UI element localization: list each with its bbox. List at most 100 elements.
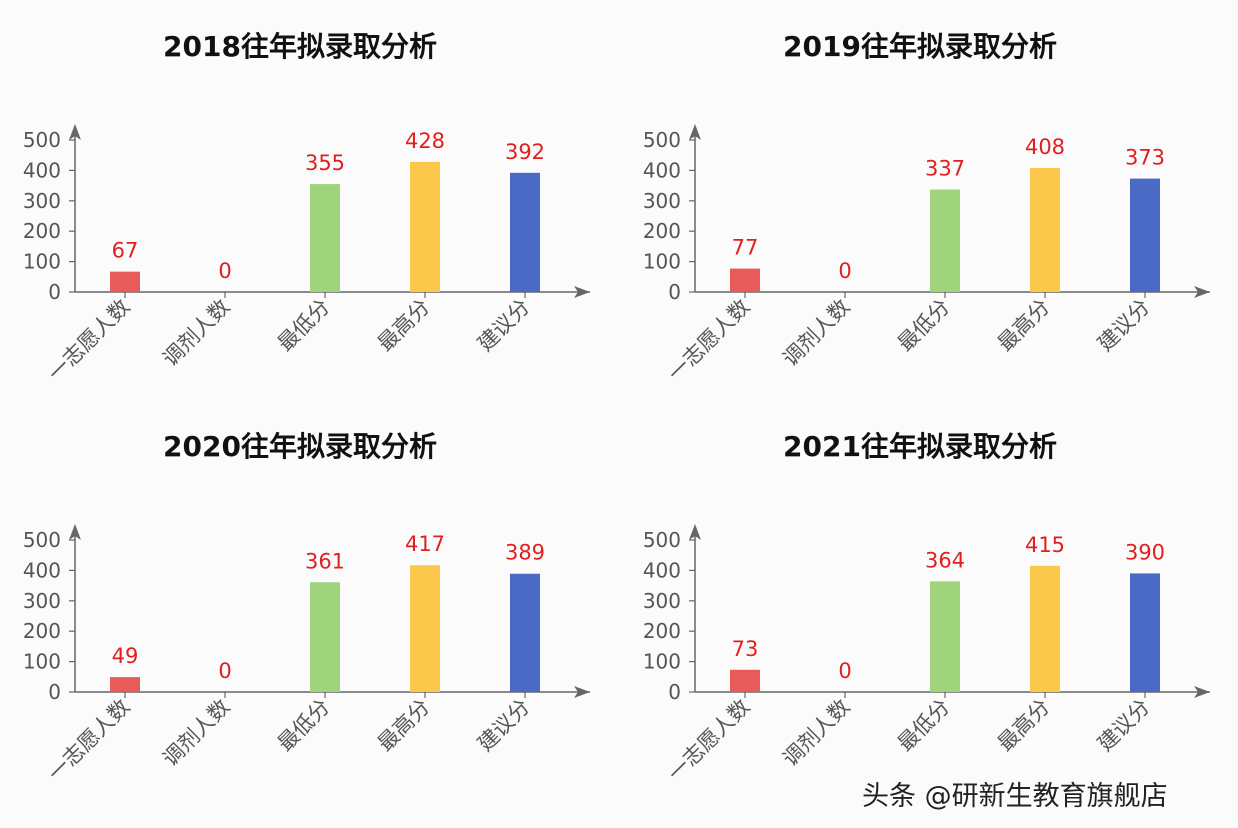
data-label: 0 bbox=[218, 659, 231, 683]
bar bbox=[510, 172, 540, 292]
x-tick-label: 最高分 bbox=[993, 295, 1055, 357]
x-tick-label: 最高分 bbox=[373, 295, 435, 357]
data-label: 49 bbox=[112, 644, 139, 668]
data-label: 67 bbox=[112, 239, 139, 263]
chart-svg: 2018往年拟录取分析010020030040050067一志愿人数0调剂人数3… bbox=[23, 30, 590, 386]
x-tick-label: 一志愿人数 bbox=[663, 695, 754, 786]
y-tick-label: 500 bbox=[643, 528, 681, 552]
bar bbox=[1030, 565, 1060, 692]
data-label: 415 bbox=[1025, 533, 1065, 557]
y-tick-label: 300 bbox=[643, 589, 681, 613]
x-tick-label: 调剂人数 bbox=[778, 295, 854, 371]
y-tick-label: 400 bbox=[23, 558, 61, 582]
y-tick-label: 300 bbox=[23, 589, 61, 613]
data-label: 0 bbox=[838, 259, 851, 283]
bar bbox=[730, 669, 760, 692]
x-tick-label: 建议分 bbox=[1093, 295, 1155, 357]
x-tick-label: 最低分 bbox=[893, 295, 955, 357]
y-axis-arrow bbox=[69, 124, 81, 140]
bar bbox=[1130, 573, 1160, 692]
chart-2019: 2019往年拟录取分析 0 100 200 300 400 500 77 一志愿人数 0 调剂人数 3… bbox=[620, 0, 1238, 410]
bar bbox=[110, 271, 140, 292]
data-label: 361 bbox=[305, 549, 345, 573]
x-tick-label: 最低分 bbox=[273, 295, 335, 357]
y-tick-label: 0 bbox=[48, 280, 61, 304]
data-label: 73 bbox=[732, 637, 759, 661]
bar bbox=[110, 677, 140, 692]
data-label: 77 bbox=[732, 236, 759, 260]
data-label: 0 bbox=[838, 659, 851, 683]
data-label: 392 bbox=[505, 140, 545, 164]
y-tick-label: 0 bbox=[668, 280, 681, 304]
x-tick-label: 一志愿人数 bbox=[663, 295, 754, 386]
x-tick-label: 一志愿人数 bbox=[43, 695, 134, 786]
chart-title: 2019往年拟录取分析 bbox=[783, 30, 1057, 63]
x-tick-label: 建议分 bbox=[473, 695, 535, 757]
bar bbox=[730, 268, 760, 292]
bar bbox=[1130, 178, 1160, 292]
y-tick-label: 400 bbox=[23, 158, 61, 182]
x-tick-label: 一志愿人数 bbox=[43, 295, 134, 386]
bar bbox=[410, 565, 440, 692]
data-label: 389 bbox=[505, 541, 545, 565]
x-axis-arrow bbox=[574, 686, 590, 698]
bar bbox=[930, 189, 960, 292]
data-label: 373 bbox=[1125, 146, 1165, 170]
y-tick-label: 200 bbox=[643, 219, 681, 243]
y-tick-label: 100 bbox=[643, 250, 681, 274]
y-tick-label: 100 bbox=[23, 250, 61, 274]
x-tick-label: 最高分 bbox=[993, 695, 1055, 757]
data-label: 0 bbox=[218, 259, 231, 283]
data-label: 390 bbox=[1125, 540, 1165, 564]
x-tick-label: 调剂人数 bbox=[158, 695, 234, 771]
bar bbox=[310, 582, 340, 692]
y-tick-label: 100 bbox=[643, 650, 681, 674]
data-label: 428 bbox=[405, 129, 445, 153]
chart-svg: 2020往年拟录取分析010020030040050049一志愿人数0调剂人数3… bbox=[23, 430, 590, 786]
chart-svg: 2021往年拟录取分析010020030040050073一志愿人数0调剂人数3… bbox=[643, 430, 1210, 786]
y-tick-label: 500 bbox=[23, 528, 61, 552]
chart-svg: 2019往年拟录取分析010020030040050077一志愿人数0调剂人数3… bbox=[643, 30, 1210, 386]
x-tick-label: 调剂人数 bbox=[158, 295, 234, 371]
x-tick-label: 建议分 bbox=[1093, 695, 1155, 757]
y-tick-label: 200 bbox=[23, 619, 61, 643]
x-tick-label: 建议分 bbox=[473, 295, 535, 357]
y-tick-label: 0 bbox=[668, 680, 681, 704]
chart-2021: 2021往年拟录取分析 0 100 200 300 400 500 73 一志愿人数 0 调剂人数 3… bbox=[620, 400, 1238, 810]
y-tick-label: 0 bbox=[48, 680, 61, 704]
x-tick-label: 最低分 bbox=[273, 695, 335, 757]
y-tick-label: 400 bbox=[643, 558, 681, 582]
data-label: 337 bbox=[925, 157, 965, 181]
x-axis-arrow bbox=[1194, 286, 1210, 298]
x-axis-arrow bbox=[574, 286, 590, 298]
y-tick-label: 500 bbox=[23, 128, 61, 152]
y-tick-label: 200 bbox=[23, 219, 61, 243]
x-tick-label: 最低分 bbox=[893, 695, 955, 757]
y-tick-label: 500 bbox=[643, 128, 681, 152]
bar bbox=[930, 581, 960, 692]
data-label: 355 bbox=[305, 151, 345, 175]
chart-title: 2018往年拟录取分析 bbox=[163, 30, 437, 63]
data-label: 364 bbox=[925, 548, 965, 572]
chart-2018: 2018往年拟录取分析 0 100 200 300 400 500 67 一志愿人数 0 调剂人数 3… bbox=[0, 0, 620, 410]
x-axis-arrow bbox=[1194, 686, 1210, 698]
data-label: 417 bbox=[405, 532, 445, 556]
y-tick-label: 200 bbox=[643, 619, 681, 643]
y-axis-arrow bbox=[689, 524, 701, 540]
watermark: 头条 @研新生教育旗舰店 bbox=[862, 781, 1168, 812]
bar bbox=[510, 573, 540, 692]
x-tick-label: 调剂人数 bbox=[778, 695, 854, 771]
chart-2020: 2020往年拟录取分析 0 100 200 300 400 500 49 一志愿人数 0 调剂人数 3… bbox=[0, 400, 620, 810]
y-axis-arrow bbox=[69, 524, 81, 540]
x-tick-label: 最高分 bbox=[373, 695, 435, 757]
bar bbox=[1030, 167, 1060, 292]
chart-title: 2020往年拟录取分析 bbox=[163, 430, 437, 463]
bar bbox=[410, 161, 440, 292]
chart-title: 2021往年拟录取分析 bbox=[783, 430, 1057, 463]
y-tick-label: 300 bbox=[643, 189, 681, 213]
y-tick-label: 100 bbox=[23, 650, 61, 674]
y-axis-arrow bbox=[689, 124, 701, 140]
bar bbox=[310, 184, 340, 292]
data-label: 408 bbox=[1025, 135, 1065, 159]
y-tick-label: 400 bbox=[643, 158, 681, 182]
